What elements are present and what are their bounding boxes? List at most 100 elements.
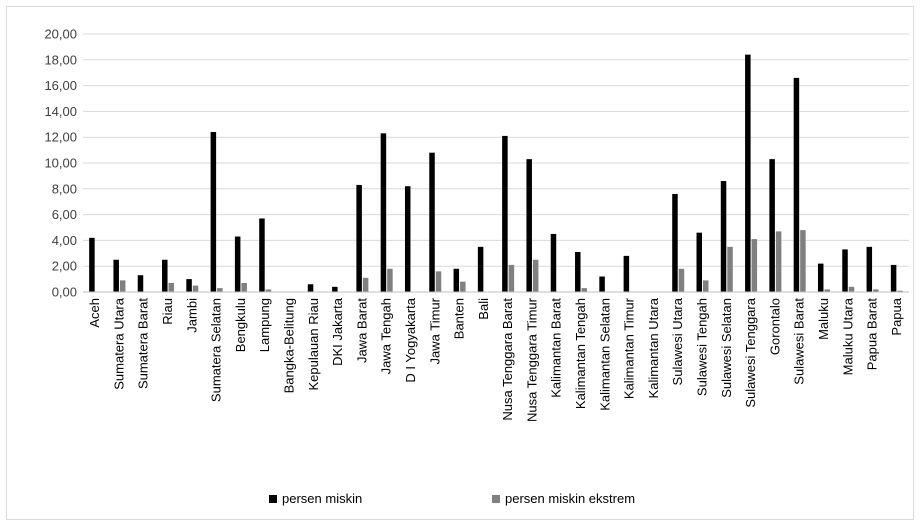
x-tick-label: Papua Barat bbox=[865, 298, 880, 371]
bar-persen-miskin-ekstrem bbox=[581, 288, 588, 292]
bar-persen-miskin bbox=[696, 232, 702, 292]
bar-persen-miskin-ekstrem bbox=[241, 282, 247, 292]
bar-persen-miskin bbox=[113, 259, 119, 292]
x-tick-label: Kalimantan Barat bbox=[549, 298, 564, 398]
bar-persen-miskin bbox=[210, 132, 217, 292]
x-tick-label: Maluku bbox=[816, 298, 831, 340]
x-tick-label: Sumatera Barat bbox=[136, 298, 151, 389]
bar-persen-miskin bbox=[429, 152, 435, 292]
bar-persen-miskin-ekstrem bbox=[727, 246, 733, 292]
bar-persen-miskin bbox=[817, 263, 824, 292]
y-tick-label: 14,00 bbox=[44, 104, 77, 119]
bar-persen-miskin bbox=[186, 279, 192, 292]
y-tick-label: 8,00 bbox=[52, 181, 77, 196]
bar-persen-miskin-ekstrem bbox=[192, 285, 199, 292]
bar-persen-miskin bbox=[745, 54, 751, 292]
bar-persen-miskin-ekstrem bbox=[362, 277, 369, 292]
bar-persen-miskin-ekstrem bbox=[897, 290, 903, 292]
x-tick-label: Sulawesi Tenggara bbox=[743, 297, 758, 407]
bar-persen-miskin bbox=[866, 246, 873, 292]
x-tick-label: Jawa Barat bbox=[354, 298, 369, 363]
bar-persen-miskin-ekstrem bbox=[678, 268, 685, 292]
x-tick-label: Riau bbox=[160, 298, 175, 325]
bar-persen-miskin bbox=[890, 264, 897, 292]
bar-persen-miskin bbox=[307, 284, 314, 292]
chart-area: 0,00 2,00 4,00 6,00 8,00 10,00 12,00 14,00 16,00… bbox=[6, 6, 914, 520]
x-tick-label: Sumatera Selatan bbox=[209, 298, 224, 402]
x-tick-label: Jawa Timur bbox=[427, 297, 442, 364]
bar-persen-miskin bbox=[162, 259, 168, 292]
bar-persen-miskin bbox=[720, 181, 727, 292]
bar-persen-miskin bbox=[259, 218, 265, 292]
x-tick-label: Sulawesi Selatan bbox=[719, 298, 734, 398]
y-tick-label: 18,00 bbox=[44, 52, 77, 67]
bar-persen-miskin-ekstrem bbox=[775, 231, 782, 292]
legend-swatch bbox=[269, 495, 277, 503]
bar-persen-miskin bbox=[623, 255, 630, 292]
legend-swatch bbox=[492, 495, 500, 503]
x-tick-label: Banten bbox=[452, 298, 467, 339]
bar-persen-miskin-ekstrem bbox=[265, 289, 272, 292]
y-tick-label: 12,00 bbox=[44, 130, 77, 145]
x-tick-label: Kalimantan Tengah bbox=[573, 298, 588, 409]
x-tick-label: Aceh bbox=[87, 298, 102, 328]
legend-label: persen miskin ekstrem bbox=[505, 491, 635, 506]
y-tick-label: 6,00 bbox=[52, 207, 77, 222]
bar-persen-miskin-ekstrem bbox=[435, 271, 442, 292]
bar-persen-miskin-ekstrem bbox=[703, 280, 709, 292]
bar-persen-miskin bbox=[842, 249, 848, 292]
x-tick-label: Sulawesi Utara bbox=[670, 297, 685, 385]
bar-persen-miskin bbox=[477, 246, 484, 292]
bar-persen-miskin-ekstrem bbox=[387, 268, 393, 292]
x-tick-label: DKI Jakarta bbox=[330, 297, 345, 366]
bar-persen-miskin bbox=[89, 237, 95, 292]
legend-label: persen miskin bbox=[282, 491, 362, 506]
bar-persen-miskin bbox=[769, 159, 775, 292]
bar-persen-miskin-ekstrem bbox=[508, 264, 515, 292]
bar-persen-miskin-ekstrem bbox=[532, 259, 539, 292]
y-tick-label: 0,00 bbox=[52, 285, 77, 300]
y-axis-ticks: 0,00 2,00 4,00 6,00 8,00 10,00 12,00 14,00 16,00… bbox=[44, 27, 77, 300]
legend: persen miskin persen miskin ekstrem bbox=[269, 491, 635, 506]
y-tick-label: 2,00 bbox=[52, 259, 77, 274]
x-tick-label: Bangka-Belitung bbox=[282, 298, 297, 393]
x-tick-label: Sumatera Utara bbox=[111, 297, 126, 390]
bar-persen-miskin bbox=[793, 77, 800, 292]
x-tick-label: Kepulauan Riau bbox=[306, 298, 321, 391]
bar-persen-miskin-ekstrem bbox=[460, 281, 466, 292]
x-tick-label: Gorontalo bbox=[767, 298, 782, 355]
bar-persen-miskin-ekstrem bbox=[824, 289, 830, 292]
gridlines bbox=[83, 33, 909, 267]
bar-persen-miskin-ekstrem bbox=[848, 286, 855, 292]
x-tick-label: Kalimantan Utara bbox=[646, 297, 661, 398]
x-tick-label: Kalimantan Timur bbox=[622, 297, 637, 399]
bar-persen-miskin bbox=[502, 135, 508, 292]
bars bbox=[89, 54, 903, 292]
bar-persen-miskin-ekstrem bbox=[873, 289, 879, 292]
bar-persen-miskin bbox=[404, 186, 411, 292]
bar-persen-miskin-ekstrem bbox=[751, 239, 758, 292]
x-axis-labels: Aceh Sumatera Utara Sumatera Barat Riau Jamb… bbox=[87, 297, 904, 422]
x-tick-label: Lampung bbox=[257, 298, 272, 352]
bar-persen-miskin bbox=[672, 193, 678, 292]
bar-persen-miskin bbox=[234, 236, 241, 292]
x-tick-label: Sulawesi Tengah bbox=[695, 298, 710, 396]
bar-persen-miskin bbox=[356, 184, 362, 292]
bar-persen-miskin bbox=[599, 276, 605, 292]
x-tick-label: Maluku Utara bbox=[840, 297, 855, 375]
bar-persen-miskin-ekstrem bbox=[119, 280, 126, 292]
x-tick-label: Bali bbox=[476, 298, 491, 320]
bar-persen-miskin bbox=[550, 233, 557, 292]
bar-persen-miskin bbox=[453, 268, 460, 292]
x-tick-label: Jambi bbox=[184, 298, 199, 333]
x-tick-label: Sulawesi Barat bbox=[792, 298, 807, 385]
y-tick-label: 10,00 bbox=[44, 156, 77, 171]
bar-persen-miskin bbox=[575, 252, 581, 292]
x-tick-label: Papua bbox=[889, 297, 904, 335]
x-tick-label: Jawa Tengah bbox=[379, 298, 394, 374]
bar-persen-miskin bbox=[526, 159, 532, 292]
bar-chart: 0,00 2,00 4,00 6,00 8,00 10,00 12,00 14,00 16,00… bbox=[44, 27, 909, 506]
bar-persen-miskin bbox=[137, 275, 144, 292]
x-tick-label: Nusa Tenggara Barat bbox=[500, 298, 515, 421]
bar-persen-miskin bbox=[380, 133, 387, 292]
